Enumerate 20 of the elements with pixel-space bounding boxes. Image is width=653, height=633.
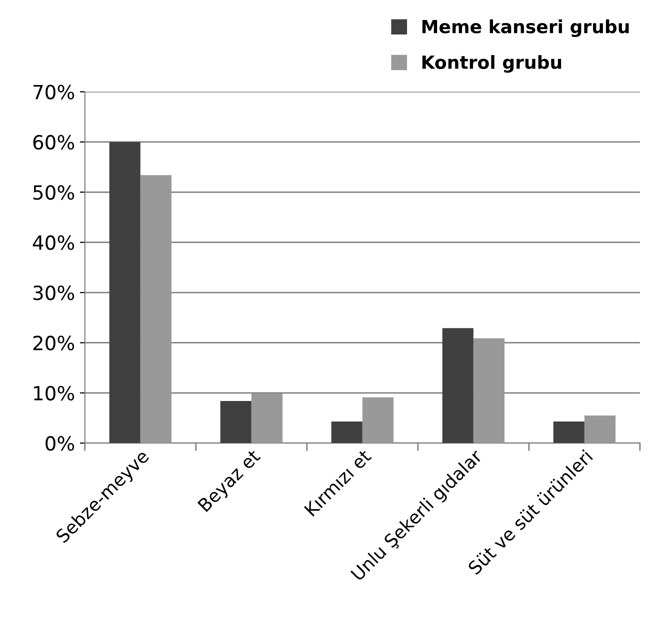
y-tick-label: 10% [34,386,74,401]
y-tick-label: 70% [34,84,74,100]
bar [362,397,394,444]
bar [220,400,252,444]
y-tick-label: 50% [33,185,74,200]
y-tick-label: 0% [46,436,74,451]
bar [584,415,616,444]
bar [331,422,362,444]
bar [140,175,172,444]
y-tick-label: 60% [33,134,74,150]
bar [109,142,140,444]
bar [473,338,505,444]
y-tick-label: 20% [33,336,74,350]
y-tick-label: 30% [33,285,74,300]
bar [442,328,474,444]
bar [251,393,282,444]
bar [553,422,584,444]
y-tick-label: 40% [32,235,74,250]
legend-label: Meme kanseri grubu [422,19,629,38]
legend-label: Kontrol grubu [422,55,562,73]
